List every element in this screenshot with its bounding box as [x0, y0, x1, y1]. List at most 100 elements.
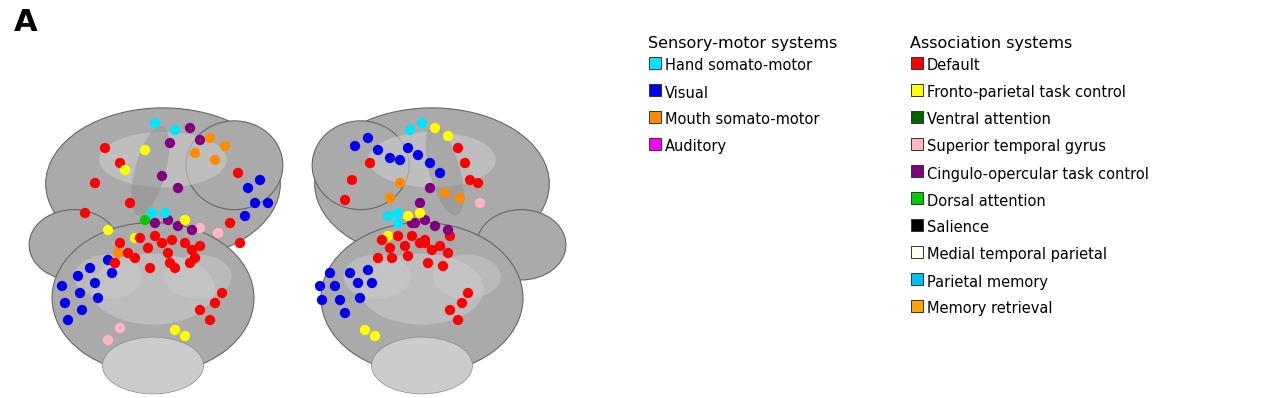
- Point: [165, 265, 186, 271]
- Point: [108, 250, 128, 256]
- Point: [68, 273, 88, 279]
- Point: [452, 300, 472, 306]
- Point: [420, 185, 440, 191]
- Point: [138, 245, 159, 251]
- Point: [160, 260, 180, 266]
- Ellipse shape: [312, 121, 410, 210]
- Point: [157, 217, 178, 223]
- Point: [95, 145, 115, 151]
- Point: [420, 160, 440, 166]
- Text: Ventral attention: Ventral attention: [927, 113, 1051, 127]
- Point: [105, 260, 125, 266]
- Point: [410, 210, 430, 216]
- Point: [339, 270, 360, 276]
- Point: [145, 120, 165, 126]
- Point: [168, 185, 188, 191]
- Point: [330, 297, 351, 303]
- Point: [97, 257, 118, 263]
- Point: [168, 223, 188, 229]
- Point: [325, 283, 346, 289]
- Ellipse shape: [46, 108, 280, 259]
- Point: [152, 173, 173, 179]
- Point: [402, 233, 422, 239]
- Ellipse shape: [132, 126, 169, 216]
- Text: Parietal memory: Parietal memory: [927, 275, 1048, 289]
- Point: [467, 180, 488, 186]
- Point: [371, 237, 392, 243]
- Point: [230, 240, 251, 246]
- Point: [189, 225, 210, 231]
- Point: [358, 135, 379, 141]
- Point: [205, 157, 225, 163]
- Text: Sensory-motor systems: Sensory-motor systems: [648, 36, 837, 51]
- Point: [234, 213, 255, 219]
- Point: [380, 155, 401, 161]
- Text: Salience: Salience: [927, 220, 989, 236]
- Point: [165, 327, 186, 333]
- Point: [358, 267, 379, 273]
- Point: [134, 217, 155, 223]
- Ellipse shape: [360, 254, 484, 325]
- FancyBboxPatch shape: [911, 165, 923, 177]
- Ellipse shape: [74, 254, 142, 299]
- Point: [417, 260, 438, 266]
- Point: [440, 307, 461, 313]
- Point: [438, 227, 458, 233]
- Point: [362, 280, 383, 286]
- Point: [398, 253, 419, 259]
- Ellipse shape: [343, 254, 411, 299]
- Ellipse shape: [433, 254, 500, 299]
- Point: [118, 250, 138, 256]
- Point: [84, 280, 105, 286]
- Point: [470, 200, 490, 206]
- FancyBboxPatch shape: [911, 111, 923, 123]
- Point: [110, 240, 131, 246]
- Point: [220, 220, 241, 226]
- Point: [430, 170, 451, 176]
- Text: Memory retrieval: Memory retrieval: [927, 302, 1052, 316]
- Text: Cingulo-opercular task control: Cingulo-opercular task control: [927, 166, 1149, 181]
- Point: [312, 297, 333, 303]
- FancyBboxPatch shape: [911, 57, 923, 69]
- Ellipse shape: [164, 254, 232, 299]
- Point: [157, 250, 178, 256]
- Point: [58, 317, 78, 323]
- Point: [182, 247, 202, 253]
- Point: [449, 195, 470, 201]
- FancyBboxPatch shape: [911, 246, 923, 258]
- Point: [425, 125, 445, 131]
- Point: [175, 240, 196, 246]
- Point: [348, 280, 369, 286]
- Point: [402, 220, 422, 226]
- Point: [458, 290, 479, 296]
- Point: [110, 325, 131, 331]
- Point: [74, 210, 95, 216]
- Ellipse shape: [369, 132, 495, 187]
- Point: [124, 235, 145, 241]
- Point: [55, 300, 76, 306]
- Point: [84, 180, 105, 186]
- Text: Dorsal attention: Dorsal attention: [927, 193, 1046, 209]
- Point: [102, 270, 123, 276]
- Point: [145, 220, 165, 226]
- Text: Association systems: Association systems: [910, 36, 1073, 51]
- Point: [378, 233, 398, 239]
- Text: Auditory: Auditory: [666, 140, 727, 154]
- Point: [412, 120, 433, 126]
- FancyBboxPatch shape: [649, 57, 660, 69]
- Point: [435, 190, 456, 196]
- Point: [88, 295, 109, 301]
- Point: [433, 263, 453, 269]
- Point: [398, 145, 419, 151]
- Point: [228, 170, 248, 176]
- Point: [182, 227, 202, 233]
- Point: [438, 133, 458, 139]
- Point: [415, 240, 435, 246]
- Ellipse shape: [426, 126, 463, 216]
- Point: [360, 160, 380, 166]
- Point: [250, 177, 270, 183]
- Point: [175, 217, 196, 223]
- Point: [388, 220, 408, 226]
- Point: [184, 255, 205, 261]
- Point: [380, 245, 401, 251]
